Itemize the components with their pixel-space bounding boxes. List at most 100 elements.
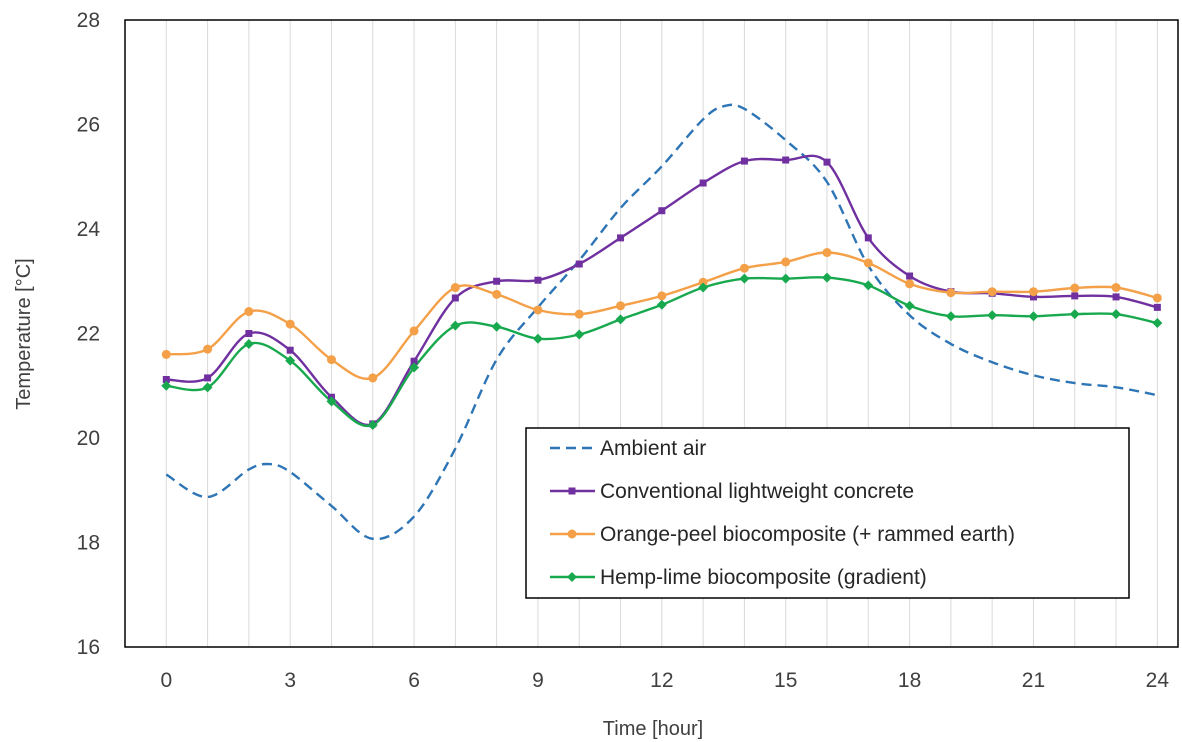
- data-point-hemp-lime-biocomposite: [532, 333, 543, 344]
- data-point-orange-peel-biocomposite: [368, 373, 378, 383]
- y-tick-label: 28: [77, 9, 100, 32]
- data-point-hemp-lime-biocomposite: [1069, 309, 1080, 320]
- data-point-orange-peel-biocomposite: [905, 279, 915, 289]
- data-point-conventional-concrete: [782, 156, 790, 164]
- data-point-hemp-lime-biocomposite: [243, 338, 254, 349]
- y-tick-label: 24: [77, 218, 101, 241]
- y-tick-label: 16: [77, 636, 100, 659]
- data-point-orange-peel-biocomposite: [326, 355, 336, 365]
- data-point-orange-peel-biocomposite: [1070, 283, 1080, 293]
- data-point-orange-peel-biocomposite: [657, 291, 667, 301]
- y-tick-label: 18: [77, 532, 100, 555]
- data-point-orange-peel-biocomposite: [822, 248, 832, 258]
- data-point-conventional-concrete: [906, 272, 914, 280]
- data-point-orange-peel-biocomposite: [1028, 287, 1038, 297]
- data-point-hemp-lime-biocomposite: [367, 419, 378, 430]
- y-axis-ticks: 16 18 20 22 24 26 28: [77, 9, 101, 659]
- data-point-hemp-lime-biocomposite: [1028, 311, 1039, 322]
- legend-marker-orange-peel-biocomposite: [567, 529, 577, 539]
- data-point-hemp-lime-biocomposite: [822, 272, 832, 283]
- plot-area-frame: [124, 19, 1179, 648]
- data-point-orange-peel-biocomposite: [616, 301, 626, 311]
- data-point-hemp-lime-biocomposite: [574, 329, 585, 340]
- data-point-orange-peel-biocomposite: [203, 344, 213, 354]
- data-point-hemp-lime-biocomposite: [161, 380, 172, 391]
- data-point-conventional-concrete: [658, 207, 666, 215]
- data-point-orange-peel-biocomposite: [244, 307, 254, 317]
- data-point-conventional-concrete: [617, 234, 625, 242]
- legend-box: [525, 427, 1130, 599]
- x-axis-ticks: 0 3 6 9 12 15 18 21 24: [160, 669, 1169, 692]
- data-point-conventional-concrete: [1153, 303, 1161, 311]
- data-point-orange-peel-biocomposite: [574, 309, 584, 319]
- data-point-orange-peel-biocomposite: [781, 257, 791, 267]
- data-point-hemp-lime-biocomposite: [904, 300, 915, 311]
- data-point-conventional-concrete: [823, 158, 831, 166]
- data-point-hemp-lime-biocomposite: [202, 382, 213, 393]
- data-point-hemp-lime-biocomposite: [780, 273, 791, 284]
- data-point-hemp-lime-biocomposite: [945, 311, 956, 322]
- data-point-conventional-concrete: [286, 346, 294, 354]
- data-point-conventional-concrete: [534, 276, 542, 284]
- data-point-hemp-lime-biocomposite: [698, 282, 709, 293]
- x-tick-label: 24: [1146, 669, 1170, 692]
- data-point-conventional-concrete: [1112, 293, 1120, 301]
- legend-label-hemp-lime-biocomposite: Hemp-lime biocomposite (gradient): [600, 566, 927, 589]
- y-tick-label: 20: [77, 427, 100, 450]
- data-point-orange-peel-biocomposite: [698, 277, 708, 287]
- legend-marker-conventional-concrete: [568, 487, 576, 495]
- x-tick-label: 3: [284, 669, 296, 692]
- data-point-orange-peel-biocomposite: [533, 305, 543, 315]
- data-point-orange-peel-biocomposite: [409, 326, 419, 336]
- data-point-orange-peel-biocomposite: [739, 263, 749, 273]
- data-point-hemp-lime-biocomposite: [739, 273, 750, 284]
- x-tick-label: 6: [408, 669, 420, 692]
- data-point-hemp-lime-biocomposite: [863, 280, 874, 291]
- data-point-hemp-lime-biocomposite: [409, 362, 420, 373]
- x-tick-label: 18: [898, 669, 921, 692]
- legend-marker-hemp-lime-biocomposite: [567, 572, 577, 582]
- data-point-orange-peel-biocomposite: [450, 283, 460, 293]
- data-point-conventional-concrete: [1071, 292, 1079, 300]
- data-point-orange-peel-biocomposite: [285, 319, 295, 329]
- legend-label-ambient-air: Ambient air: [600, 437, 706, 460]
- data-point-orange-peel-biocomposite: [863, 258, 873, 268]
- data-point-conventional-concrete: [1029, 293, 1037, 301]
- x-tick-label: 15: [774, 669, 797, 692]
- data-point-conventional-concrete: [410, 357, 418, 365]
- data-point-conventional-concrete: [740, 157, 748, 165]
- data-point-orange-peel-biocomposite: [1111, 283, 1121, 293]
- data-point-hemp-lime-biocomposite: [656, 299, 667, 310]
- series-line-ambient-air: [165, 103, 1158, 541]
- legend-entries: Ambient air Conventional lightweight conc…: [550, 437, 1015, 589]
- data-point-orange-peel-biocomposite: [987, 287, 997, 297]
- x-tick-label: 9: [532, 669, 544, 692]
- x-axis-title: Time [hour]: [603, 718, 703, 740]
- y-tick-label: 22: [77, 323, 100, 346]
- data-point-conventional-concrete: [493, 277, 501, 285]
- data-point-orange-peel-biocomposite: [161, 349, 171, 359]
- data-point-conventional-concrete: [864, 234, 872, 242]
- data-point-hemp-lime-biocomposite: [615, 314, 626, 325]
- data-point-hemp-lime-biocomposite: [1111, 309, 1122, 320]
- data-point-orange-peel-biocomposite: [492, 289, 502, 299]
- data-point-conventional-concrete: [451, 294, 459, 302]
- data-point-conventional-concrete: [575, 260, 583, 268]
- y-axis-title: Temperature [°C]: [13, 258, 35, 409]
- x-tick-label: 0: [160, 669, 172, 692]
- legend-label-orange-peel-biocomposite: Orange-peel biocomposite (+ rammed earth…: [600, 523, 1015, 546]
- data-point-hemp-lime-biocomposite: [450, 320, 461, 331]
- series-markers: [161, 156, 1163, 430]
- x-tick-label: 12: [650, 669, 673, 692]
- data-point-hemp-lime-biocomposite: [987, 310, 998, 321]
- data-point-orange-peel-biocomposite: [946, 288, 956, 298]
- data-point-hemp-lime-biocomposite: [491, 321, 502, 332]
- data-point-hemp-lime-biocomposite: [326, 396, 337, 407]
- y-tick-label: 26: [77, 114, 100, 137]
- data-point-conventional-concrete: [245, 330, 253, 337]
- data-point-hemp-lime-biocomposite: [1152, 318, 1163, 329]
- legend-label-conventional-concrete: Conventional lightweight concrete: [600, 480, 914, 503]
- data-point-conventional-concrete: [162, 375, 170, 383]
- data-point-orange-peel-biocomposite: [1152, 293, 1162, 303]
